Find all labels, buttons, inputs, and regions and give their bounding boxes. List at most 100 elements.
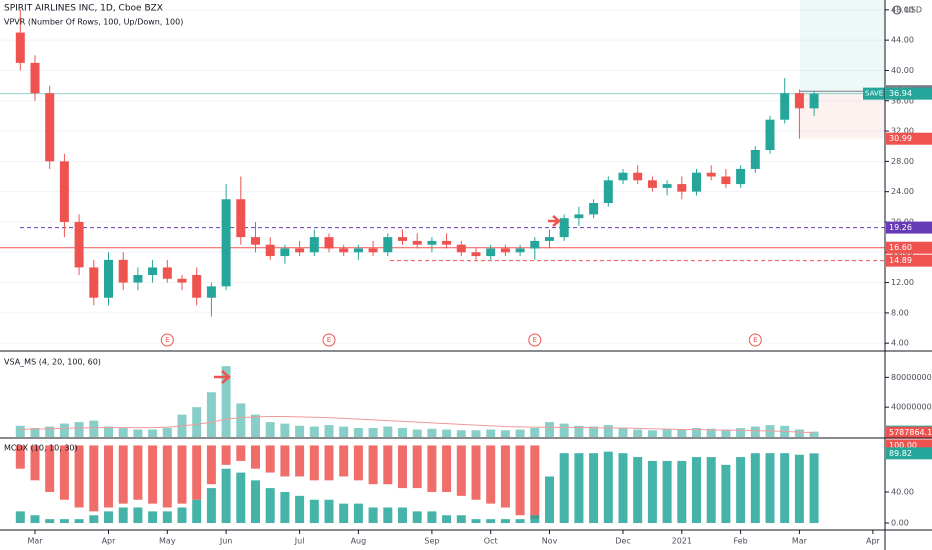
oscillator-bar bbox=[89, 445, 99, 512]
x-tick-label: Apr bbox=[102, 537, 117, 546]
candle-body bbox=[295, 248, 305, 253]
volume-bar bbox=[324, 425, 334, 437]
level-tag bbox=[886, 221, 932, 234]
volume-bar bbox=[192, 407, 202, 437]
candle-body bbox=[427, 240, 437, 245]
candle-body bbox=[339, 248, 349, 253]
oscillator-title: MCDX (10, 10, 30) bbox=[4, 444, 78, 453]
x-tick-label: Nov bbox=[542, 537, 558, 546]
earnings-label: E bbox=[165, 336, 169, 344]
candle-body bbox=[809, 93, 819, 109]
oscillator-bar bbox=[500, 445, 510, 508]
x-tick-label: Mar bbox=[27, 537, 43, 546]
oscillator-bar bbox=[500, 519, 510, 524]
volume-bar bbox=[442, 429, 452, 437]
y-tick-label: 44.00 bbox=[891, 36, 914, 45]
volume-bar bbox=[471, 430, 481, 437]
volume-bar bbox=[559, 423, 569, 437]
oscillator-bar bbox=[162, 511, 172, 524]
y-tick-label: 36.00 bbox=[891, 96, 914, 105]
price-tag-label: 5787864.17 bbox=[889, 428, 932, 437]
candle-body bbox=[206, 286, 216, 298]
indicator-title: VPVR (Number Of Rows, 100, Up/Down, 100) bbox=[4, 18, 183, 27]
y-tick-label: 48.00 bbox=[891, 5, 914, 14]
oscillator-bar bbox=[412, 445, 422, 489]
volume-bar bbox=[30, 428, 40, 437]
volume-bar bbox=[398, 428, 407, 437]
candle-body bbox=[442, 240, 452, 245]
candle-body bbox=[486, 248, 496, 257]
oscillator-bar bbox=[192, 499, 202, 524]
earnings-marker bbox=[748, 333, 762, 347]
candle-body bbox=[148, 267, 158, 275]
oscillator-bar bbox=[456, 445, 466, 496]
y-tick-label: 24.00 bbox=[891, 187, 914, 196]
oscillator-bar bbox=[368, 507, 378, 524]
profit-zone bbox=[800, 0, 885, 94]
volume-bar bbox=[618, 428, 628, 437]
candle-body bbox=[692, 172, 701, 192]
oscillator-bar bbox=[750, 453, 760, 524]
candle-body bbox=[221, 199, 231, 287]
candle-body bbox=[412, 240, 422, 245]
oscillator-bar bbox=[251, 480, 260, 524]
x-tick-label: 2021 bbox=[672, 537, 692, 546]
oscillator-bar bbox=[324, 445, 334, 481]
earnings-label: E bbox=[533, 336, 537, 344]
y-tick-label: 40.00 bbox=[891, 66, 914, 75]
y-tick-label: 32.00 bbox=[891, 127, 914, 136]
oscillator-bar bbox=[471, 519, 481, 524]
candle-body bbox=[618, 172, 628, 181]
volume-bar bbox=[603, 425, 613, 437]
oscillator-bar bbox=[353, 445, 363, 481]
volume-bar bbox=[427, 428, 437, 437]
volume-bar bbox=[456, 430, 466, 437]
candle-body bbox=[633, 172, 643, 181]
y-tick-label: 12.00 bbox=[891, 278, 914, 287]
oscillator-bar bbox=[177, 445, 187, 504]
settings-icon[interactable] bbox=[892, 5, 902, 15]
oscillator-bar bbox=[30, 515, 40, 524]
x-tick-label: Mar bbox=[792, 537, 808, 546]
oscillator-bar bbox=[383, 445, 393, 485]
level-tag-label: 19.26 bbox=[889, 223, 912, 232]
oscillator-bar bbox=[15, 445, 25, 469]
oscillator-bar bbox=[118, 507, 128, 524]
y-tick-label: 40.00 bbox=[891, 487, 914, 496]
level-tag-label: 14.89 bbox=[889, 256, 912, 265]
oscillator-bar bbox=[545, 476, 554, 524]
oscillator-bar bbox=[162, 445, 172, 508]
candle-body bbox=[471, 252, 481, 257]
oscillator-bar bbox=[809, 453, 819, 524]
candle-body bbox=[74, 221, 84, 268]
oscillator-bar bbox=[59, 519, 69, 524]
oscillator-bar bbox=[765, 453, 775, 524]
candle-body bbox=[515, 248, 525, 253]
price-tag bbox=[886, 447, 932, 460]
y-tick-label: 8.00 bbox=[891, 308, 909, 317]
oscillator-bar bbox=[104, 445, 113, 508]
y-tick-label: 4.00 bbox=[891, 339, 909, 348]
volume-bar bbox=[206, 392, 216, 437]
oscillator-bar bbox=[721, 464, 731, 524]
x-tick-label: Dec bbox=[615, 537, 630, 546]
volume-bar bbox=[309, 426, 319, 437]
x-tick-label: Apr bbox=[866, 537, 881, 546]
candle-body bbox=[324, 237, 334, 249]
volume-bar bbox=[486, 429, 496, 437]
candle-body bbox=[353, 248, 363, 253]
candle-body bbox=[603, 180, 613, 204]
y-tick-label: 28.00 bbox=[891, 157, 914, 166]
candle-body bbox=[765, 119, 775, 150]
oscillator-bar bbox=[398, 507, 407, 524]
oscillator-bar bbox=[412, 511, 422, 524]
oscillator-bar bbox=[324, 499, 334, 524]
candle-body bbox=[309, 237, 319, 253]
oscillator-bar bbox=[118, 445, 128, 504]
oscillator-bar bbox=[339, 503, 349, 524]
oscillator-bar bbox=[427, 511, 437, 524]
volume-bar bbox=[45, 426, 55, 437]
candle-body bbox=[383, 237, 393, 253]
oscillator-bar bbox=[30, 445, 40, 481]
candle-body bbox=[398, 237, 407, 241]
